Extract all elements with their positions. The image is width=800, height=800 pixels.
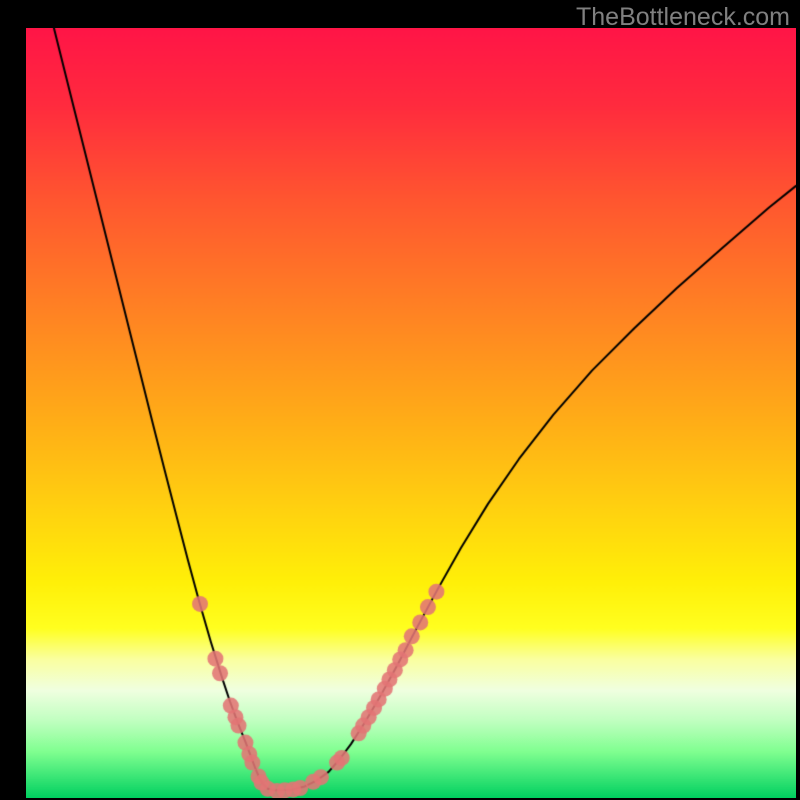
plot-area: [26, 28, 796, 798]
figure-root: TheBottleneck.com: [0, 0, 800, 800]
watermark-label: TheBottleneck.com: [576, 3, 790, 32]
plot-canvas: [26, 28, 796, 798]
